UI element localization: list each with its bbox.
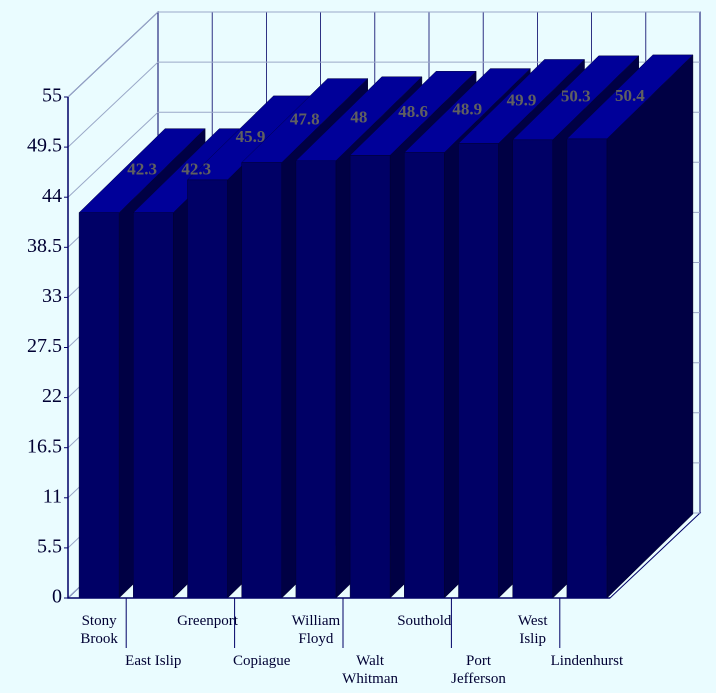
bar [566,138,608,599]
y-tick-label: 11 [43,485,62,507]
x-tick-label: Southold [397,613,452,629]
grid-line [67,61,159,148]
value-label: 48.6 [398,102,428,121]
bar [241,162,282,599]
bar [458,143,499,599]
y-tick-label: 49.5 [27,135,62,157]
value-label: 50.3 [561,87,591,106]
bar [78,212,120,599]
bar [404,152,445,599]
x-tick-label: Lindenhurst [550,653,624,669]
value-label: 50.4 [615,86,645,105]
bar [349,155,391,599]
y-tick-label: 27.5 [27,335,62,357]
value-label: 47.8 [290,109,320,128]
x-tick-label: Stony Brook [80,613,118,647]
y-tick-label: 5.5 [37,535,62,557]
value-label: 42.3 [181,160,211,179]
y-tick-label: 0 [52,586,62,608]
grid-line [67,111,159,198]
x-tick-label: Greenport [177,613,238,629]
value-label: 48.9 [452,99,482,118]
value-label: 45.9 [236,127,266,146]
bar [295,160,337,599]
value-label: 42.3 [127,160,157,179]
y-tick-label: 38.5 [27,235,62,257]
bar [187,179,228,599]
y-tick-label: 55 [42,85,62,107]
value-label: 49.9 [507,90,537,109]
x-tick-label: East Islip [125,653,182,669]
x-tick-label: William Floyd [291,613,341,647]
bar-side [606,54,694,599]
bar [512,139,553,599]
x-tick-label: Port Jefferson [451,653,506,687]
y-tick-label: 22 [42,385,62,407]
x-tick-label: West Islip [517,613,548,647]
y-tick-label: 44 [42,185,62,207]
grid-line [67,11,159,98]
x-tick-label: Copiague [232,653,291,669]
bar [133,212,174,599]
y-tick-label: 16.5 [27,435,62,457]
value-label: 48 [350,108,367,127]
x-tick-label: Walt Whitman [342,653,399,687]
y-tick-label: 33 [42,285,62,307]
